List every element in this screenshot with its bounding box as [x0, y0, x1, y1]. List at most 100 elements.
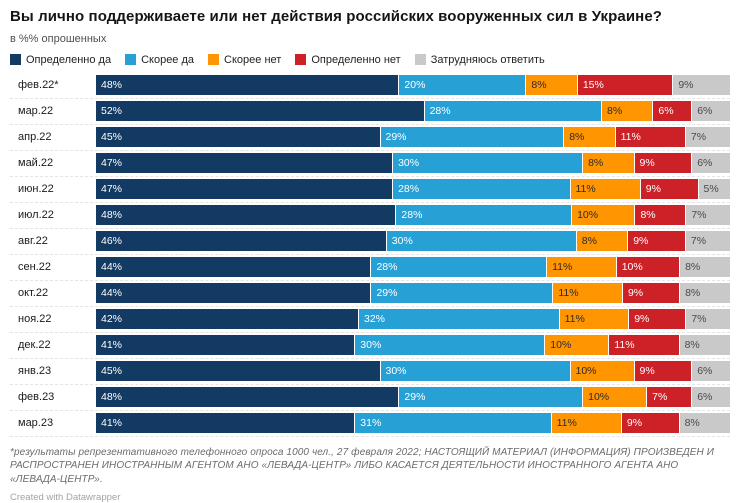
bar-segment-3[interactable]: 7% — [647, 387, 692, 408]
bar-segment-3[interactable]: 11% — [609, 335, 679, 356]
bar-segment-3[interactable]: 10% — [616, 257, 680, 278]
bar-segment-1[interactable]: 28% — [424, 101, 601, 122]
bar-segment-2[interactable]: 8% — [526, 75, 577, 96]
segment-value-label: 11% — [558, 287, 579, 300]
row-label: мар.23 — [18, 417, 54, 430]
bar-segment-1[interactable]: 29% — [380, 127, 564, 148]
bar-segment-4[interactable]: 7% — [686, 309, 730, 330]
bar-segment-2[interactable]: 11% — [553, 283, 622, 304]
bar-segment-3[interactable]: 11% — [615, 127, 685, 148]
bar-segment-2[interactable]: 8% — [564, 127, 615, 148]
bar-segment-4[interactable]: 8% — [680, 257, 730, 278]
stacked-bar-chart: фев.22* 48% 20% 8% 15% 9% мар.22 52% 28% 8% 6% 6% ап… — [10, 73, 731, 437]
bar-segment-3[interactable]: 8% — [635, 205, 686, 226]
bar-segment-0[interactable]: 48% — [96, 205, 396, 226]
bar-segment-3[interactable]: 6% — [653, 101, 692, 122]
segment-value-label: 7% — [690, 235, 707, 248]
bar-segment-0[interactable]: 48% — [96, 75, 399, 96]
bar-segment-0[interactable]: 44% — [96, 257, 371, 278]
segment-value-label: 20% — [404, 79, 426, 92]
bar-segment-1[interactable]: 28% — [371, 257, 547, 278]
bar-segment-0[interactable]: 47% — [96, 153, 393, 174]
segment-value-label: 10% — [577, 209, 599, 222]
bar-segment-0[interactable]: 42% — [96, 309, 358, 330]
row-label: фев.22* — [18, 79, 59, 92]
stacked-bar: 42% 32% 11% 9% 7% — [96, 309, 730, 330]
bar-segment-0[interactable]: 41% — [96, 335, 355, 356]
bar-segment-3[interactable]: 9% — [621, 413, 679, 434]
bar-segment-2[interactable]: 10% — [572, 205, 635, 226]
bar-segment-4[interactable]: 7% — [685, 127, 730, 148]
bar-segment-1[interactable]: 30% — [380, 361, 570, 382]
stacked-bar: 44% 28% 11% 10% 8% — [96, 257, 730, 278]
stacked-bar: 48% 20% 8% 15% 9% — [96, 75, 731, 96]
bar-segment-4[interactable]: 6% — [692, 387, 730, 408]
bar-segment-3[interactable]: 9% — [640, 179, 698, 200]
bar-segment-3[interactable]: 9% — [622, 283, 680, 304]
legend-item-4: Затрудняюсь ответить — [414, 54, 545, 66]
legend-label: Скорее да — [141, 53, 195, 66]
bar-segment-1[interactable]: 32% — [358, 309, 559, 330]
bar-segment-4[interactable]: 7% — [685, 231, 730, 252]
bar-segment-2[interactable]: 10% — [583, 387, 647, 408]
bar-segment-0[interactable]: 52% — [96, 101, 424, 122]
bar-segment-4[interactable]: 8% — [680, 283, 730, 304]
bar-segment-0[interactable]: 45% — [96, 361, 380, 382]
bar-segment-4[interactable]: 8% — [679, 335, 730, 356]
bar-segment-1[interactable]: 31% — [355, 413, 551, 434]
row-label: янв.23 — [18, 365, 52, 378]
bar-segment-3[interactable]: 9% — [634, 153, 692, 174]
bar-segment-0[interactable]: 48% — [96, 387, 399, 408]
legend-label: Скорее нет — [224, 53, 282, 66]
bar-segment-1[interactable]: 30% — [386, 231, 576, 252]
segment-value-label: 30% — [391, 235, 413, 248]
stacked-bar: 45% 29% 8% 11% 7% — [96, 127, 730, 148]
bar-segment-2[interactable]: 8% — [583, 153, 634, 174]
bar-segment-4[interactable]: 9% — [673, 75, 731, 96]
segment-value-label: 48% — [101, 391, 123, 404]
chart-row: фев.22* 48% 20% 8% 15% 9% — [10, 73, 731, 99]
bar-segment-2[interactable]: 8% — [602, 101, 653, 122]
bar-segment-4[interactable]: 7% — [686, 205, 730, 226]
bar-segment-4[interactable]: 8% — [679, 413, 730, 434]
bar-segment-3[interactable]: 9% — [628, 231, 685, 252]
bar-segment-2[interactable]: 10% — [545, 335, 609, 356]
bar-segment-0[interactable]: 44% — [96, 283, 371, 304]
segment-value-label: 9% — [627, 287, 644, 300]
bar-segment-1[interactable]: 20% — [399, 75, 526, 96]
segment-value-label: 11% — [552, 261, 573, 274]
bar-segment-4[interactable]: 6% — [692, 101, 730, 122]
legend-swatch-icon — [414, 54, 426, 66]
bar-segment-3[interactable]: 9% — [629, 309, 686, 330]
bar-segment-3[interactable]: 15% — [577, 75, 673, 96]
row-label: июл.22 — [18, 209, 54, 222]
bar-segment-0[interactable]: 46% — [96, 231, 386, 252]
segment-value-label: 28% — [376, 261, 398, 274]
segment-value-label: 11% — [564, 313, 585, 326]
bar-segment-1[interactable]: 29% — [399, 387, 583, 408]
page-title: Вы лично поддерживаете или нет действия … — [10, 8, 663, 25]
segment-value-label: 11% — [575, 183, 596, 196]
bar-segment-2[interactable]: 11% — [547, 257, 616, 278]
bar-segment-0[interactable]: 41% — [96, 413, 355, 434]
bar-segment-2[interactable]: 10% — [570, 361, 634, 382]
bar-segment-2[interactable]: 11% — [559, 309, 629, 330]
bar-segment-1[interactable]: 30% — [393, 153, 583, 174]
bar-segment-4[interactable]: 6% — [692, 361, 730, 382]
bar-segment-1[interactable]: 30% — [355, 335, 545, 356]
bar-segment-2[interactable]: 11% — [570, 179, 640, 200]
bar-segment-0[interactable]: 47% — [96, 179, 393, 200]
bar-segment-0[interactable]: 45% — [96, 127, 380, 148]
bar-segment-1[interactable]: 29% — [371, 283, 553, 304]
bar-segment-1[interactable]: 28% — [393, 179, 570, 200]
bar-segment-3[interactable]: 9% — [634, 361, 692, 382]
segment-value-label: 10% — [621, 261, 643, 274]
bar-segment-2[interactable]: 8% — [576, 231, 628, 252]
bar-segment-1[interactable]: 28% — [396, 205, 572, 226]
bar-segment-4[interactable]: 5% — [698, 179, 730, 200]
legend-item-0: Определенно да — [10, 54, 111, 66]
bar-segment-2[interactable]: 11% — [551, 413, 621, 434]
bar-segment-4[interactable]: 6% — [692, 153, 730, 174]
stacked-bar: 52% 28% 8% 6% 6% — [96, 101, 730, 122]
